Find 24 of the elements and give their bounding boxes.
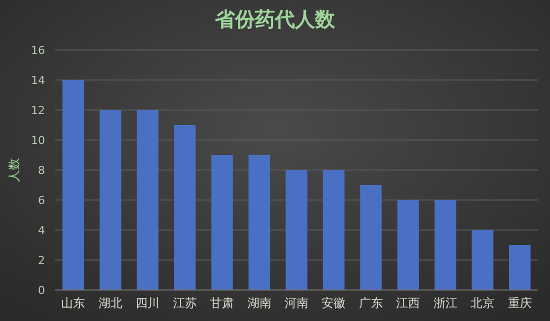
y-tick-label: 4 bbox=[38, 224, 45, 237]
y-tick-label: 8 bbox=[38, 164, 45, 177]
y-tick-label: 6 bbox=[38, 194, 45, 207]
y-tick-label: 0 bbox=[38, 284, 45, 297]
x-tick-label: 甘肃 bbox=[210, 296, 234, 310]
x-tick-label: 安徽 bbox=[322, 296, 346, 310]
x-tick-label: 北京 bbox=[470, 296, 495, 310]
x-tick-label: 重庆 bbox=[508, 296, 532, 310]
x-tick-label: 浙江 bbox=[433, 296, 458, 310]
x-tick-label: 湖北 bbox=[98, 296, 122, 310]
x-tick-label: 江西 bbox=[396, 296, 420, 310]
y-tick-label: 10 bbox=[31, 134, 45, 147]
y-tick-label: 2 bbox=[38, 254, 45, 267]
x-tick-label: 广东 bbox=[358, 296, 383, 310]
x-tick-label: 江苏 bbox=[172, 296, 197, 310]
y-axis-title: 人数 bbox=[7, 158, 21, 182]
chart-title: 省份药代人数 bbox=[214, 7, 336, 31]
x-tick-label: 河南 bbox=[284, 296, 308, 310]
x-tick-label: 山东 bbox=[61, 296, 86, 310]
y-tick-label: 16 bbox=[31, 44, 45, 57]
y-tick-label: 14 bbox=[31, 74, 45, 87]
y-tick-label: 12 bbox=[31, 104, 45, 117]
x-tick-label: 四川 bbox=[136, 296, 160, 310]
x-tick-label: 湖南 bbox=[247, 296, 272, 310]
